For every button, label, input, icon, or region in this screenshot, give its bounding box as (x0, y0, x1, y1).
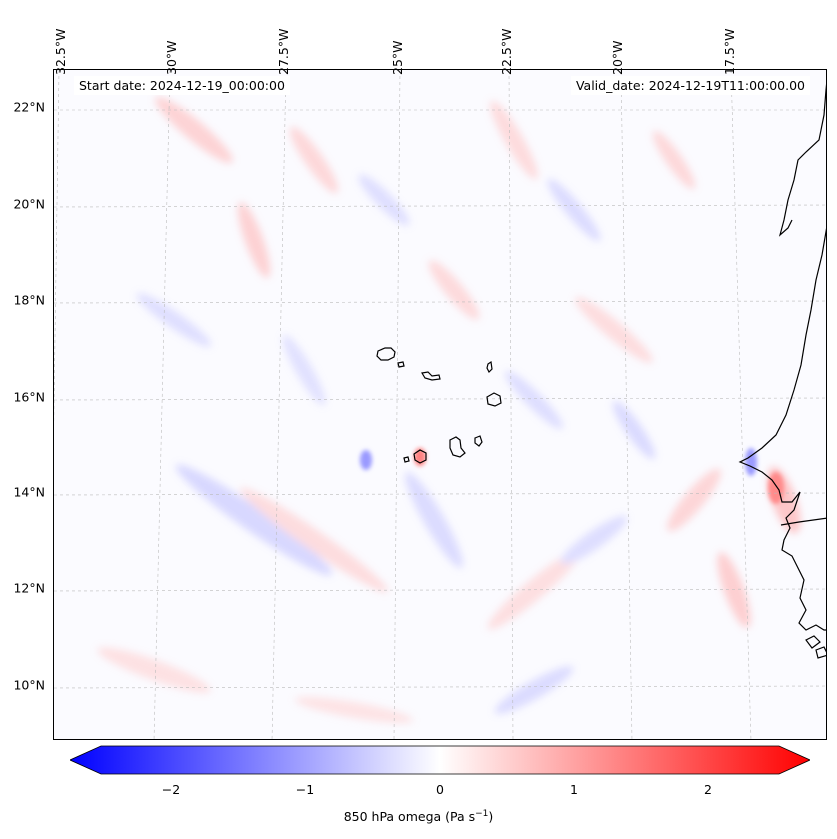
island-maio (474, 435, 483, 447)
lat-label-20n: 20°N (13, 196, 45, 212)
gambia-estuary (780, 517, 826, 526)
colorbar-tick-neg1: −1 (295, 782, 315, 797)
lon-label-20w: 20°W (610, 40, 625, 75)
lat-label-12n: 12°N (13, 580, 45, 596)
island-sal (486, 360, 493, 374)
lat-label-22n: 22°N (13, 99, 45, 115)
lat-label-10n: 10°N (13, 677, 45, 693)
island-santo-antao (376, 347, 396, 361)
colorbar-tick-neg2: −2 (161, 782, 181, 797)
island-boa-vista (486, 392, 502, 407)
omega-field-map (54, 70, 826, 739)
valid-date-label: Valid_date: 2024-12-19T11:00:00.00 (570, 76, 810, 95)
colorbar-tick-0: 0 (436, 782, 444, 797)
colorbar (70, 745, 810, 775)
lat-label-14n: 14°N (13, 484, 45, 500)
lon-label-22-5w: 22.5°W (499, 28, 514, 75)
island-santiago (449, 436, 466, 458)
colorbar-label-exponent: −1 (475, 809, 489, 819)
colorbar-body (70, 745, 810, 775)
island-fogo (413, 449, 427, 464)
bissagos-islands (805, 635, 821, 649)
lat-label-18n: 18°N (13, 292, 45, 308)
lon-label-25w: 25°W (390, 40, 405, 75)
lon-label-32-5w: 32.5°W (53, 28, 68, 75)
colorbar-tick-2: 2 (704, 782, 712, 797)
start-date-label: Start date: 2024-12-19_00:00:00 (74, 76, 290, 95)
map-panel (53, 69, 827, 740)
graticule (54, 70, 826, 739)
omega-shading (97, 96, 801, 724)
lon-label-27-5w: 27.5°W (276, 28, 291, 75)
island-brava (403, 456, 410, 463)
lat-label-16n: 16°N (13, 389, 45, 405)
lon-label-17-5w: 17.5°W (722, 28, 737, 75)
coastlines (376, 83, 826, 659)
island-sao-nicolau (421, 371, 441, 381)
west-africa-coast (738, 228, 826, 631)
colorbar-label: 850 hPa omega (Pa s−1) (0, 809, 837, 824)
colorbar-label-main: 850 hPa omega (Pa s (343, 809, 476, 825)
colorbar-tick-1: 1 (570, 782, 578, 797)
west-africa-coast-north (778, 83, 826, 237)
lon-label-30w: 30°W (164, 40, 179, 75)
island-sao-vicente (397, 361, 405, 368)
colorbar-label-close: ) (488, 809, 494, 825)
